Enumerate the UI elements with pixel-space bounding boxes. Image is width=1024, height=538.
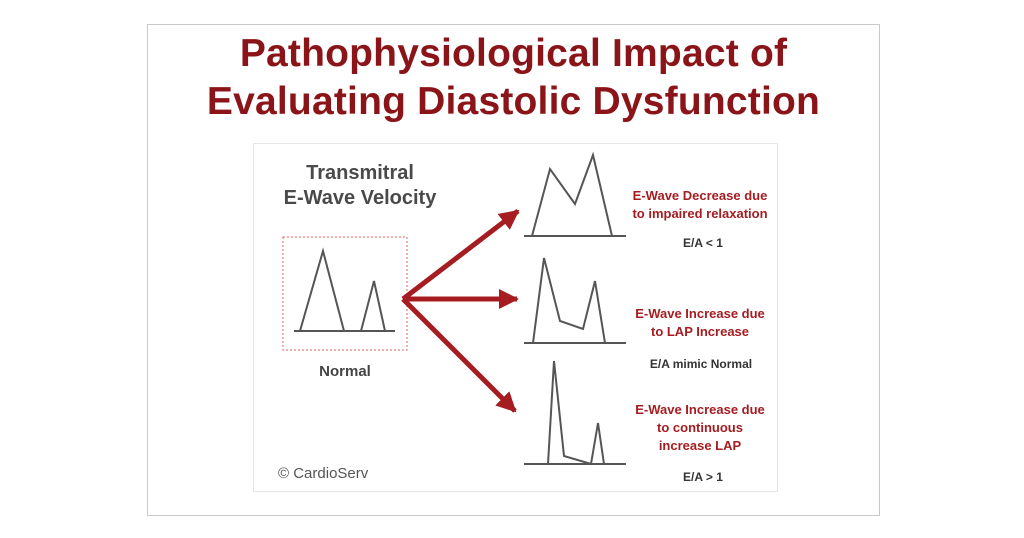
diagram-heading: Transmitral E-Wave Velocity (275, 161, 445, 211)
diagram-graphics (282, 151, 626, 466)
case1-line-2: to impaired relaxation (632, 206, 768, 221)
title-line-2: Evaluating Diastolic Dysfunction (206, 80, 821, 123)
copyright-text: © CardioServ (278, 465, 369, 482)
case2-ratio: E/A mimic Normal (649, 357, 753, 371)
arrow-to-impaired-relaxation (401, 209, 520, 301)
heading-line-1: Transmitral (306, 162, 414, 184)
case3-ratio: E/A > 1 (683, 470, 723, 484)
normal-e-wave (299, 247, 345, 332)
case3-waveform (547, 360, 605, 466)
case3-line-2: to continuous (657, 420, 743, 435)
case3-line-3: increase LAP (658, 438, 742, 453)
normal-a-wave (360, 280, 386, 332)
diagram: Transmitral E-Wave Velocity Normal E-Wav… (253, 143, 778, 492)
case2-description: E-Wave Increase due to LAP Increase (615, 305, 785, 341)
heading-line-2: E-Wave Velocity (283, 187, 437, 209)
arrow-to-continuous-lap (401, 297, 517, 413)
page-title: Pathophysiological Impact of Evaluating … (147, 30, 880, 126)
case1-ratio: E/A < 1 (683, 236, 723, 250)
case1-waveform (531, 151, 613, 237)
case1-line-1: E-Wave Decrease due (632, 188, 768, 203)
case3-line-1: E-Wave Increase due (635, 402, 765, 417)
case3-description: E-Wave Increase due to continuous increa… (615, 401, 785, 455)
case2-line-1: E-Wave Increase due (635, 306, 765, 321)
title-line-1: Pathophysiological Impact of (239, 32, 788, 75)
case2-line-2: to LAP Increase (650, 324, 750, 339)
case1-description: E-Wave Decrease due to impaired relaxati… (615, 187, 785, 223)
normal-dotted-box (282, 236, 408, 351)
case2-waveform (532, 257, 606, 344)
normal-label: Normal (319, 363, 371, 380)
